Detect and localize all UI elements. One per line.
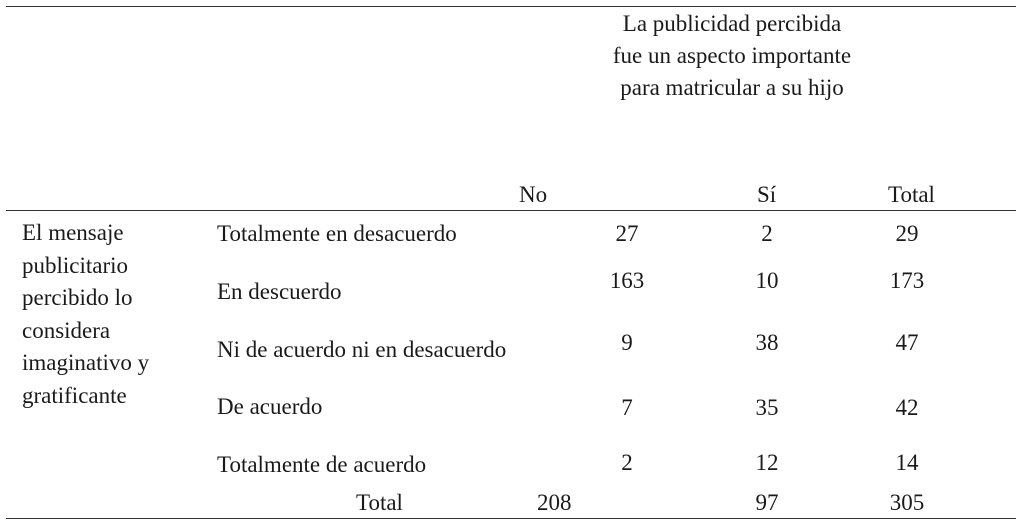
row-label: En descuerdo (217, 279, 342, 304)
cell-no: 163 (609, 268, 645, 293)
cell-si: 10 (755, 268, 779, 293)
cell-si: 35 (755, 395, 779, 420)
cell-total: 42 (895, 395, 919, 420)
row-label: Totalmente de acuerdo (217, 452, 427, 477)
cell-total: 47 (895, 330, 919, 355)
cell-no: 2 (621, 450, 633, 475)
total-total: 305 (889, 490, 925, 515)
column-header-no: No (519, 182, 548, 207)
header-rule (6, 210, 1016, 211)
cell-si: 12 (755, 450, 779, 475)
row-label: Totalmente en desacuerdo (217, 221, 457, 246)
cell-total: 14 (895, 450, 919, 475)
column-header-si: Sí (757, 182, 777, 207)
total-row-label: Total (356, 490, 403, 515)
column-header-total: Total (888, 182, 935, 207)
cell-no: 9 (621, 330, 633, 355)
cell-si: 2 (761, 221, 773, 246)
cell-no: 7 (621, 395, 633, 420)
cell-total: 173 (889, 268, 925, 293)
column-spanner-header: La publicidad percibida fue un aspecto i… (612, 11, 852, 100)
cell-no: 27 (615, 221, 639, 246)
row-label: Ni de acuerdo ni en desacuerdo (217, 337, 507, 362)
row-label: De acuerdo (217, 394, 323, 419)
row-group-label: El mensaje publicitario percibido lo con… (22, 220, 150, 408)
total-si: 97 (755, 490, 779, 515)
table-top-rule (6, 6, 1016, 7)
cell-total: 29 (895, 221, 919, 246)
total-no: 208 (537, 490, 572, 515)
cell-si: 38 (755, 330, 779, 355)
table-bottom-rule (6, 518, 1016, 519)
